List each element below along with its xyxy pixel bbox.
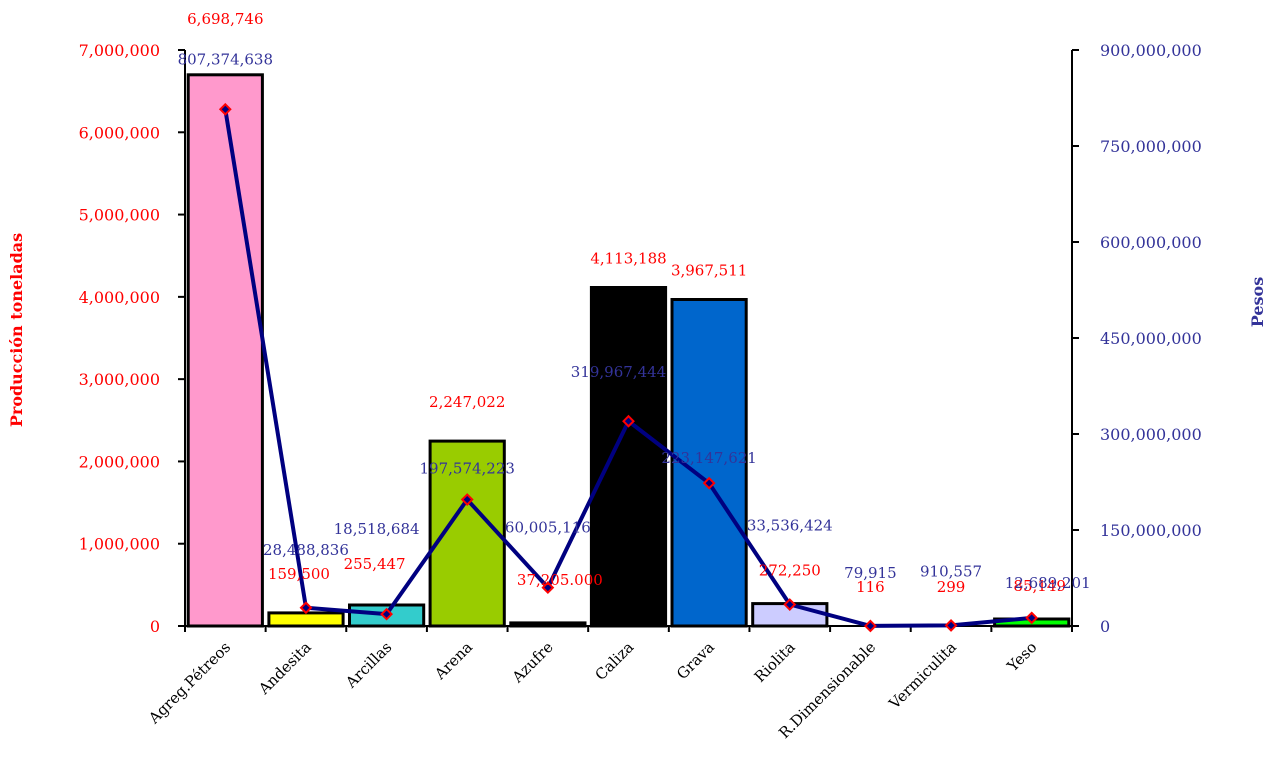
category-label: Vermiculita <box>885 638 960 713</box>
bar-data-label: 37,205.000 <box>517 571 603 589</box>
left-tick-label: 7,000,000 <box>79 41 160 60</box>
right-tick-label: 0 <box>1100 617 1110 636</box>
right-tick-label: 600,000,000 <box>1100 233 1202 252</box>
line-data-label: 33,536,424 <box>747 517 833 535</box>
bar-5 <box>589 286 668 628</box>
bar-data-label: 299 <box>937 578 966 596</box>
line-marker-8 <box>863 619 877 633</box>
category-label: Azufre <box>508 638 557 687</box>
line-data-label: 79,915 <box>844 564 897 582</box>
category-label: Grava <box>673 638 718 683</box>
bar-data-label: 116 <box>856 578 885 596</box>
bar-data-label: 2,247,022 <box>429 393 505 411</box>
line-data-label: 807,374,638 <box>178 50 273 68</box>
line-marker-0 <box>218 102 232 116</box>
line-data-label: 18,518,684 <box>334 520 420 538</box>
line-marker-4 <box>541 581 555 595</box>
left-axis-title: Producción toneladas <box>7 233 26 427</box>
line-marker-7 <box>783 598 797 611</box>
bar-data-label: 272,250 <box>759 562 821 580</box>
line-marker-1 <box>299 601 313 615</box>
bars-layer <box>186 73 1071 628</box>
left-tick-label: 5,000,000 <box>79 206 160 225</box>
bar-data-label: 3,967,511 <box>671 262 747 280</box>
line-marker-2 <box>380 607 394 621</box>
right-axis-title: Pesos <box>1248 277 1267 327</box>
right-tick-label: 900,000,000 <box>1100 41 1202 60</box>
line-data-label: 12,689,201 <box>1005 574 1091 592</box>
right-tick-label: 150,000,000 <box>1100 521 1202 540</box>
right-tick-label: 300,000,000 <box>1100 425 1202 444</box>
right-tick-label: 450,000,000 <box>1100 329 1202 348</box>
bar-3 <box>428 439 506 628</box>
bar-data-label: 4,113,188 <box>590 250 666 268</box>
line-marker-9 <box>944 619 958 632</box>
line-data-label: 197,574,223 <box>420 460 515 478</box>
labels-layer: 6,698,746 159,500 255,447 2,247,022 37,205.0… <box>178 10 1091 596</box>
category-label: Andesita <box>254 638 314 698</box>
bar-data-label: 159,500 <box>268 565 330 583</box>
line-data-label: 28,488,836 <box>263 541 349 559</box>
bar-1 <box>267 611 345 628</box>
category-label: Caliza <box>591 638 637 684</box>
left-tick-label: 6,000,000 <box>79 123 160 142</box>
bar-data-label: 255,447 <box>344 555 406 573</box>
bar-data-label: 85,149 <box>1013 577 1066 595</box>
line-data-label: 223,147,621 <box>661 449 756 467</box>
left-tick-label: 4,000,000 <box>79 288 160 307</box>
line-marker-5 <box>622 414 635 428</box>
left-tick-label: 1,000,000 <box>79 535 160 554</box>
line-data-label: 319,967,444 <box>571 363 666 381</box>
left-tick-label: 0 <box>150 617 160 636</box>
line-marker-10 <box>1025 611 1039 625</box>
bar-0 <box>186 73 264 628</box>
line-data-label: 910,557 <box>920 562 982 580</box>
right-tick-label: 750,000,000 <box>1100 137 1202 156</box>
line-data-label: 60,005,116 <box>505 519 591 537</box>
left-tick-label: 2,000,000 <box>79 452 160 471</box>
category-label: Riolita <box>751 638 799 686</box>
category-label: Yeso <box>1003 638 1041 676</box>
category-label: Agreg.Pétreos <box>144 638 234 728</box>
bar-data-label: 6,698,746 <box>187 10 263 28</box>
line-marker-6 <box>702 476 716 490</box>
left-tick-label: 3,000,000 <box>79 370 160 389</box>
line-marker-3 <box>460 493 474 506</box>
line-layer <box>218 102 1039 633</box>
category-label: Arena <box>430 638 476 684</box>
category-label: Arcillas <box>341 638 395 692</box>
